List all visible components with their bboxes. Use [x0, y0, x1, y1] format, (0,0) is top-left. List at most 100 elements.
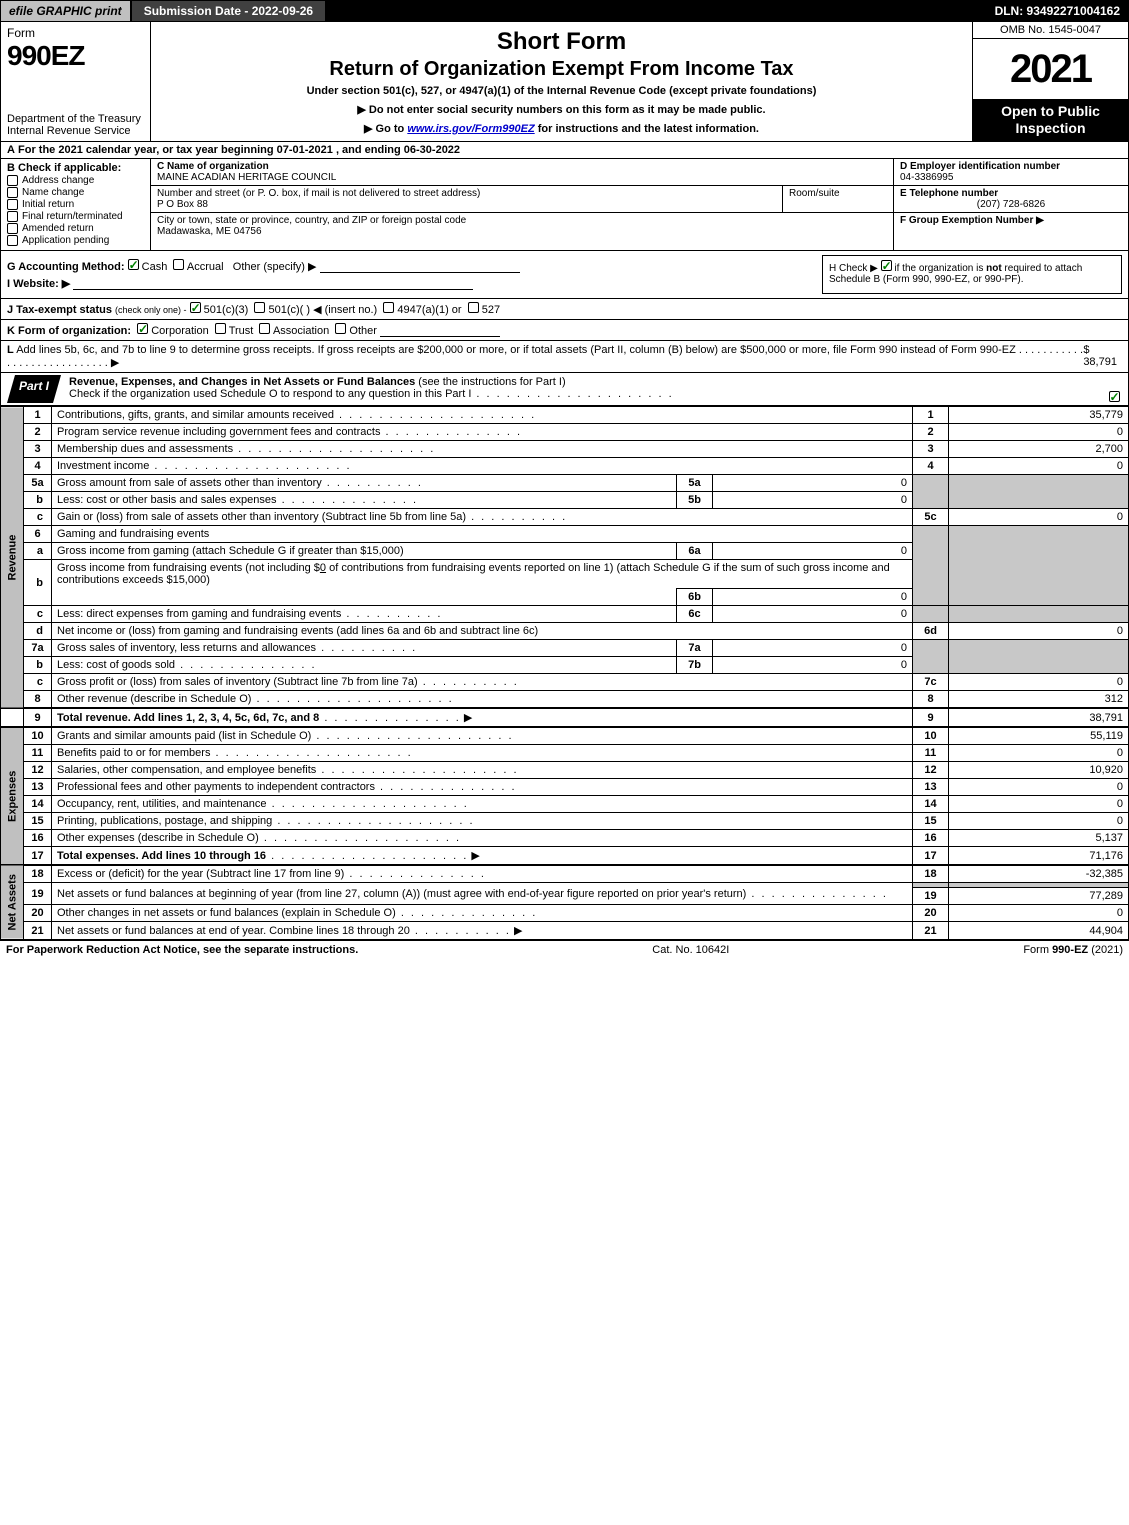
column-d: D Employer identification number 04-3386… — [893, 159, 1128, 250]
col-b-label: B — [7, 162, 15, 174]
g-other-input[interactable] — [320, 261, 520, 273]
row-rnum: 3 — [913, 441, 949, 458]
row-desc: Other changes in net assets or fund bala… — [52, 905, 913, 922]
row-rnum: 5c — [913, 509, 949, 526]
section-bcd: B Check if applicable: Address change Na… — [0, 159, 1129, 251]
checkbox-icon[interactable] — [7, 235, 18, 246]
efile-print-label[interactable]: efile GRAPHIC print — [1, 1, 130, 21]
row-rnum: 21 — [913, 922, 949, 940]
row-rnum: 16 — [913, 830, 949, 847]
j-note: (check only one) - — [115, 305, 187, 315]
row-rval: 35,779 — [949, 407, 1129, 424]
row-num: 13 — [24, 779, 52, 796]
check-address-change[interactable]: Address change — [7, 175, 144, 186]
dept-irs: Internal Revenue Service — [7, 125, 131, 137]
open-public-badge: Open to Public Inspection — [973, 99, 1128, 141]
k-assoc: Association — [273, 325, 329, 337]
part-i-check-text: Check if the organization used Schedule … — [69, 388, 471, 400]
row-desc: Gross amount from sale of assets other t… — [52, 475, 677, 492]
title-return: Return of Organization Exempt From Incom… — [159, 58, 964, 81]
row-rnum: 10 — [913, 727, 949, 745]
g-other: Other (specify) ▶ — [233, 261, 317, 273]
title-short-form: Short Form — [159, 28, 964, 56]
row-rnum: 7c — [913, 674, 949, 691]
row-rnum: 4 — [913, 458, 949, 475]
line-l: L Add lines 5b, 6c, and 7b to line 9 to … — [0, 341, 1129, 373]
dln-label: DLN: 93492271004162 — [987, 1, 1128, 21]
check-initial-return[interactable]: Initial return — [7, 199, 144, 210]
row-desc: Net assets or fund balances at end of ye… — [52, 922, 913, 940]
opt-final: Final return/terminated — [22, 211, 123, 222]
row-innum: 5b — [677, 492, 713, 509]
row-num: 7a — [24, 640, 52, 657]
line-a-label: A — [7, 144, 15, 156]
checkbox-checked-icon[interactable] — [137, 323, 148, 334]
checkbox-checked-icon[interactable] — [881, 260, 892, 271]
checkbox-icon[interactable] — [173, 259, 184, 270]
row-inval: 0 — [713, 589, 913, 606]
checkbox-checked-icon[interactable] — [190, 302, 201, 313]
row-inval: 0 — [713, 640, 913, 657]
row-num: 20 — [24, 905, 52, 922]
line-i: I Website: ▶ — [7, 277, 802, 290]
city-label: City or town, state or province, country… — [157, 215, 466, 226]
k-trust: Trust — [229, 325, 254, 337]
row-desc: Excess or (deficit) for the year (Subtra… — [52, 865, 913, 883]
row-desc: Gross sales of inventory, less returns a… — [52, 640, 677, 657]
l-label: L — [7, 344, 14, 356]
part-i-table: Revenue 1 Contributions, gifts, grants, … — [0, 406, 1129, 940]
row-desc: Less: direct expenses from gaming and fu… — [52, 606, 677, 623]
row-num: 3 — [24, 441, 52, 458]
row-desc: Printing, publications, postage, and shi… — [52, 813, 913, 830]
checkbox-icon[interactable] — [254, 302, 265, 313]
checkbox-icon[interactable] — [7, 223, 18, 234]
row-num: 10 — [24, 727, 52, 745]
checkbox-checked-icon[interactable] — [128, 259, 139, 270]
l-text: Add lines 5b, 6c, and 7b to line 9 to de… — [7, 344, 1083, 369]
checkbox-checked-icon[interactable] — [1109, 391, 1120, 402]
line-h-box: H Check ▶ if the organization is not req… — [822, 255, 1122, 294]
row-rval: 0 — [949, 813, 1129, 830]
check-amended-return[interactable]: Amended return — [7, 223, 144, 234]
checkbox-icon[interactable] — [7, 211, 18, 222]
line-j: J Tax-exempt status (check only one) - 5… — [0, 299, 1129, 320]
row-rval: 0 — [949, 779, 1129, 796]
revenue-tab: Revenue — [1, 407, 24, 709]
ein-value: 04-3386995 — [900, 172, 953, 183]
checkbox-icon[interactable] — [7, 187, 18, 198]
row-rval: 0 — [949, 458, 1129, 475]
check-application-pending[interactable]: Application pending — [7, 235, 144, 246]
k-other-input[interactable] — [380, 325, 500, 337]
checkbox-icon[interactable] — [259, 323, 270, 334]
checkbox-icon[interactable] — [215, 323, 226, 334]
row-desc: Occupancy, rent, utilities, and maintena… — [52, 796, 913, 813]
part-i-title: Revenue, Expenses, and Changes in Net As… — [61, 373, 1100, 405]
column-c: C Name of organization MAINE ACADIAN HER… — [151, 159, 893, 250]
check-final-return[interactable]: Final return/terminated — [7, 211, 144, 222]
city-value: Madawaska, ME 04756 — [157, 226, 262, 237]
k-label: K Form of organization: — [7, 325, 131, 337]
tax-year: 2021 — [973, 39, 1128, 99]
row-desc: Gross profit or (loss) from sales of inv… — [52, 674, 913, 691]
tel-value: (207) 728-6826 — [900, 199, 1122, 210]
row-inval: 0 — [713, 475, 913, 492]
j-label: J Tax-exempt status — [7, 304, 112, 316]
checkbox-icon[interactable] — [468, 302, 479, 313]
row-rval: 0 — [949, 674, 1129, 691]
checkbox-icon[interactable] — [7, 175, 18, 186]
checkbox-icon[interactable] — [383, 302, 394, 313]
row-num: 19 — [24, 883, 52, 905]
checkbox-icon[interactable] — [335, 323, 346, 334]
row-rval: 5,137 — [949, 830, 1129, 847]
addr-row: Number and street (or P. O. box, if mail… — [151, 186, 893, 213]
row-innum: 5a — [677, 475, 713, 492]
room-label: Room/suite — [789, 188, 840, 199]
part-i-header: Part I Revenue, Expenses, and Changes in… — [0, 373, 1129, 406]
irs-link[interactable]: www.irs.gov/Form990EZ — [407, 123, 534, 135]
shade-cell — [913, 606, 949, 623]
submission-date-label: Submission Date - 2022-09-26 — [130, 1, 327, 21]
website-input[interactable] — [73, 278, 473, 290]
check-name-change[interactable]: Name change — [7, 187, 144, 198]
checkbox-icon[interactable] — [7, 199, 18, 210]
row-desc: Net assets or fund balances at beginning… — [52, 883, 913, 905]
